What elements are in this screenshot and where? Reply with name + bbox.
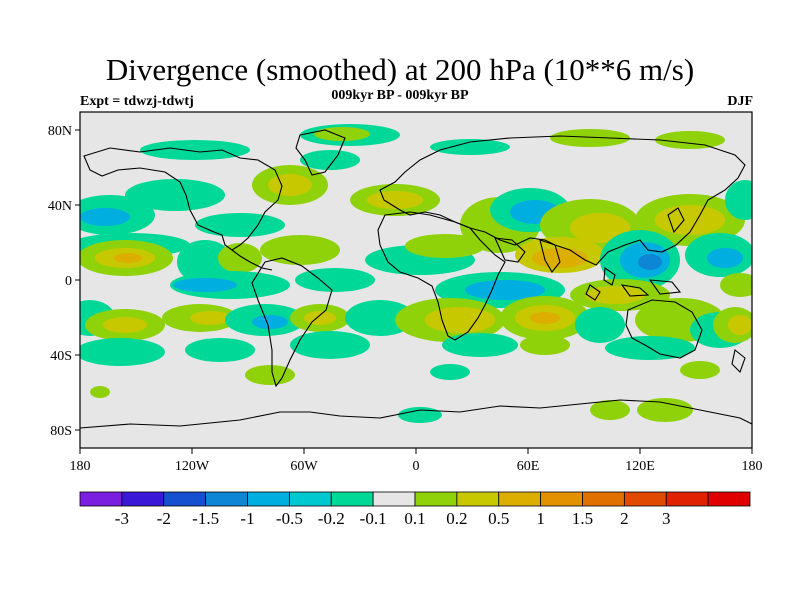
colorbar-box — [707, 491, 751, 507]
colorbar-box — [498, 491, 542, 507]
contour-pos-mid — [425, 307, 495, 333]
x-tick-label: 60W — [290, 459, 318, 474]
y-tick-label: 40N — [48, 199, 72, 214]
colorbar-label: 3 — [662, 509, 671, 528]
colorbar-label: 1 — [536, 509, 545, 528]
contour-neg-weak — [442, 333, 518, 357]
contour-pos-mid — [190, 311, 230, 325]
x-tick-label: 0 — [413, 459, 420, 474]
contour-neg-strong — [638, 254, 662, 270]
contour-neg-weak — [575, 307, 625, 343]
colorbar-box — [330, 491, 374, 507]
colorbar-label: -1 — [240, 509, 254, 528]
y-tick-label: 80N — [48, 124, 72, 139]
contour-pos-weak — [260, 235, 340, 265]
contour-pos-weak — [550, 129, 630, 147]
contour-neg-weak — [295, 268, 375, 292]
colorbar-label: 2 — [620, 509, 629, 528]
colorbar-box — [414, 491, 458, 507]
contour-pos-weak — [655, 131, 725, 149]
contour-neg-mid — [173, 278, 237, 292]
colorbar-box — [205, 491, 248, 507]
colorbar-box — [623, 491, 667, 507]
x-axis: 180 120W 60W 0 60E 120E 180 — [70, 448, 763, 474]
y-tick-label: 80S — [50, 424, 72, 439]
contour-neg-weak — [290, 331, 370, 359]
colorbar-labels: -3 -2 -1.5 -1 -0.5 -0.2 -0.1 0.1 0.2 0.5 1 1.5 2 3 — [115, 509, 671, 528]
contour-pos-weak — [720, 273, 752, 297]
plot-subtitle: 009kyr BP - 009kyr BP — [331, 88, 469, 103]
contour-pos-mid — [728, 315, 752, 335]
colorbar-label: -3 — [115, 509, 129, 528]
contour-pos-weak — [520, 335, 570, 355]
colorbar-label: -0.2 — [318, 509, 345, 528]
x-tick-label: 120W — [175, 459, 210, 474]
contour-neg-weak — [300, 150, 360, 170]
contour-neg-mid — [252, 315, 288, 329]
contour-pos-weak — [637, 398, 693, 422]
experiment-label: Expt = tdwzj-tdwtj — [80, 94, 194, 109]
contour-neg-weak — [140, 140, 250, 160]
contour-pos-mid — [367, 191, 423, 209]
contour-fields — [80, 124, 752, 423]
contour-pos-strong — [530, 312, 560, 324]
contour-neg-mid — [465, 280, 545, 300]
season-label: DJF — [727, 94, 753, 109]
colorbar-label: -1.5 — [192, 509, 219, 528]
contour-pos-weak — [218, 243, 262, 273]
contour-neg-weak — [430, 139, 510, 155]
colorbar-box — [540, 491, 583, 507]
colorbar-box — [79, 491, 123, 507]
colorbar-label: 0.2 — [446, 509, 467, 528]
colorbar-box — [456, 491, 500, 507]
colorbar-box — [665, 491, 709, 507]
coastlines — [80, 129, 752, 429]
contour-neg-mid — [80, 208, 130, 226]
contour-neg-weak — [725, 180, 752, 220]
colorbar-box — [288, 491, 332, 507]
colorbar-boxes — [79, 491, 751, 507]
contour-pos-weak — [245, 365, 295, 385]
contour-neg-weak — [430, 364, 470, 380]
contour-neg-weak — [195, 213, 285, 237]
contour-pos-weak — [405, 234, 485, 258]
contour-pos-weak — [90, 386, 110, 398]
contour-neg-weak — [345, 300, 415, 336]
contour-pos-weak — [680, 361, 720, 379]
colorbar-label: -0.1 — [360, 509, 387, 528]
colorbar-box — [372, 491, 416, 507]
contour-neg-weak — [125, 179, 225, 211]
colorbar-box — [247, 491, 290, 507]
contour-pos-mid — [585, 286, 645, 304]
colorbar-label: 0.5 — [488, 509, 509, 528]
y-tick-label: 0 — [65, 274, 72, 289]
contour-pos-weak — [590, 400, 630, 420]
x-tick-label: 120E — [625, 459, 655, 474]
colorbar-box — [121, 491, 165, 507]
contour-pos-weak — [314, 127, 370, 141]
y-tick-label: 40S — [50, 349, 72, 364]
contour-neg-mid — [707, 248, 743, 268]
contour-pos-strong — [114, 253, 142, 263]
colorbar-label: -0.5 — [276, 509, 303, 528]
colorbar-box — [163, 491, 207, 507]
contour-pos-mid — [570, 213, 630, 243]
x-tick-label: 180 — [742, 459, 763, 474]
colorbar-label: 0.1 — [404, 509, 425, 528]
contour-neg-weak — [80, 338, 165, 366]
y-axis: 80N 40N 0 40S 80S — [48, 124, 80, 439]
contour-neg-weak — [185, 338, 255, 362]
colorbar-box — [582, 491, 625, 507]
x-tick-label: 60E — [517, 459, 540, 474]
plot-title: Divergence (smoothed) at 200 hPa (10**6 … — [105, 52, 695, 87]
contour-pos-mid — [103, 317, 147, 333]
colorbar-label: 1.5 — [572, 509, 593, 528]
colorbar-label: -2 — [157, 509, 171, 528]
x-tick-label: 180 — [70, 459, 91, 474]
